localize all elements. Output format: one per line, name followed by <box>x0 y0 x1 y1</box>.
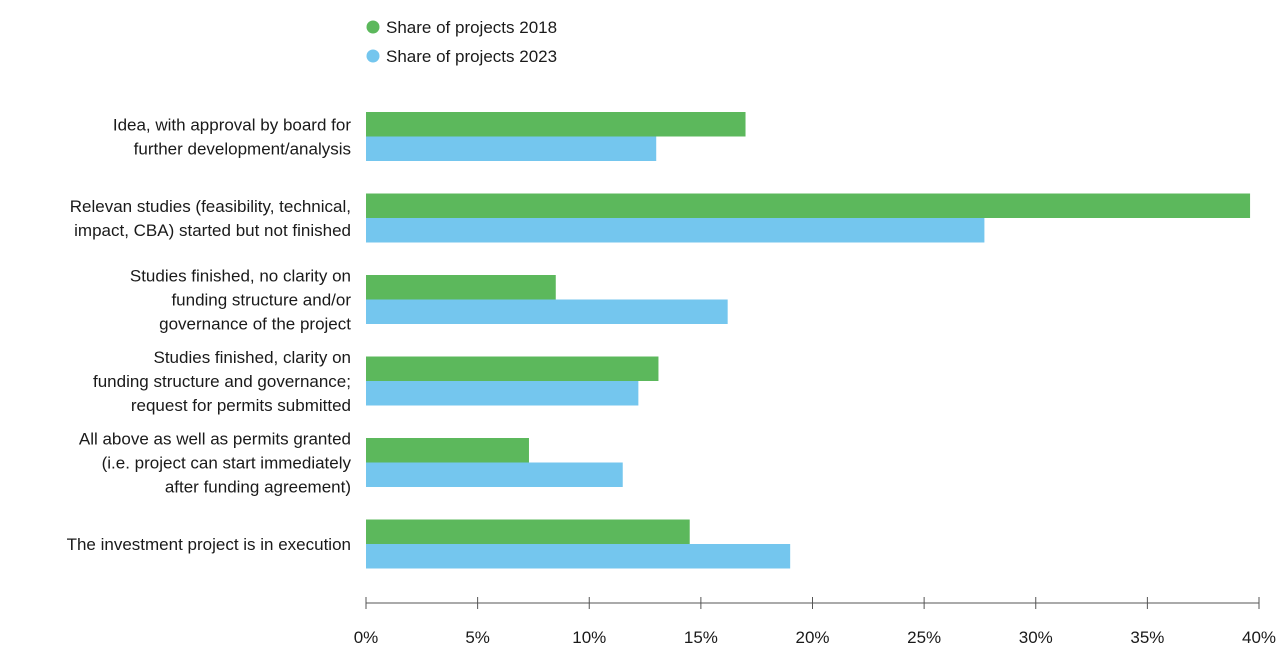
legend-marker-1 <box>366 20 380 34</box>
category-label-1: Idea, with approval by board for further … <box>113 116 351 159</box>
x-tick-label: 0% <box>354 628 379 647</box>
category-label-line: funding structure and governance; <box>93 372 351 391</box>
bar-2018-cat-4 <box>366 356 659 381</box>
category-label-line: (i.e. project can start immediately <box>102 454 352 473</box>
legend-label-2: Share of projects 2023 <box>386 47 557 66</box>
legend: Share of projects 2018 Share of projects … <box>366 18 557 66</box>
legend-marker-2 <box>366 49 380 63</box>
bar-2018-cat-1 <box>366 112 746 137</box>
category-label-line: impact, CBA) started but not finished <box>74 221 351 240</box>
legend-label-1: Share of projects 2018 <box>386 18 557 37</box>
bar-2023-cat-3 <box>366 299 728 324</box>
bar-2023-cat-2 <box>366 218 985 243</box>
category-row-5: All above as well as permits granted (i.e… <box>79 430 623 497</box>
category-label-2: Relevan studies (feasibility, technical,… <box>70 197 351 240</box>
bar-2018-cat-2 <box>366 193 1251 218</box>
category-label-line: further development/analysis <box>134 140 351 159</box>
category-label-line: Relevan studies (feasibility, technical, <box>70 197 351 216</box>
category-row-2: Relevan studies (feasibility, technical,… <box>70 193 1251 243</box>
x-tick-label: 20% <box>795 628 829 647</box>
category-label-line: funding structure and/or <box>171 291 351 310</box>
category-row-1: Idea, with approval by board for further … <box>113 112 746 161</box>
x-tick-label: 35% <box>1130 628 1164 647</box>
category-row-4: Studies finished, clarity on funding stru… <box>93 348 659 415</box>
x-axis: 0% 5% 10% 15% 20% 25% 30% 35% 40% <box>354 597 1276 647</box>
category-label-line: after funding agreement) <box>165 478 351 497</box>
category-row-3: Studies finished, no clarity on funding s… <box>130 267 728 334</box>
category-label-6: The investment project is in execution <box>67 535 351 554</box>
bar-2023-cat-6 <box>366 544 791 569</box>
category-label-5: All above as well as permits granted (i.e… <box>79 430 352 497</box>
category-label-line: governance of the project <box>159 315 351 334</box>
bar-2023-cat-1 <box>366 136 657 161</box>
x-tick-label: 40% <box>1242 628 1276 647</box>
x-tick-label: 5% <box>465 628 490 647</box>
x-tick-label: 30% <box>1019 628 1053 647</box>
bar-2018-cat-5 <box>366 438 529 463</box>
category-label-3: Studies finished, no clarity on funding s… <box>130 267 351 334</box>
x-tick-label: 25% <box>907 628 941 647</box>
bar-2018-cat-6 <box>366 519 690 544</box>
category-label-line: request for permits submitted <box>131 396 351 415</box>
category-label-line: The investment project is in execution <box>67 535 351 554</box>
category-label-line: Studies finished, clarity on <box>154 348 352 367</box>
category-label-line: Idea, with approval by board for <box>113 116 351 135</box>
category-label-4: Studies finished, clarity on funding stru… <box>93 348 351 415</box>
bar-2023-cat-5 <box>366 462 623 487</box>
x-tick-label: 15% <box>684 628 718 647</box>
category-label-line: All above as well as permits granted <box>79 430 351 449</box>
category-row-6: The investment project is in execution <box>67 519 791 569</box>
bar-2018-cat-3 <box>366 275 556 300</box>
category-label-line: Studies finished, no clarity on <box>130 267 351 286</box>
bar-2023-cat-4 <box>366 381 639 406</box>
x-tick-label: 10% <box>572 628 606 647</box>
